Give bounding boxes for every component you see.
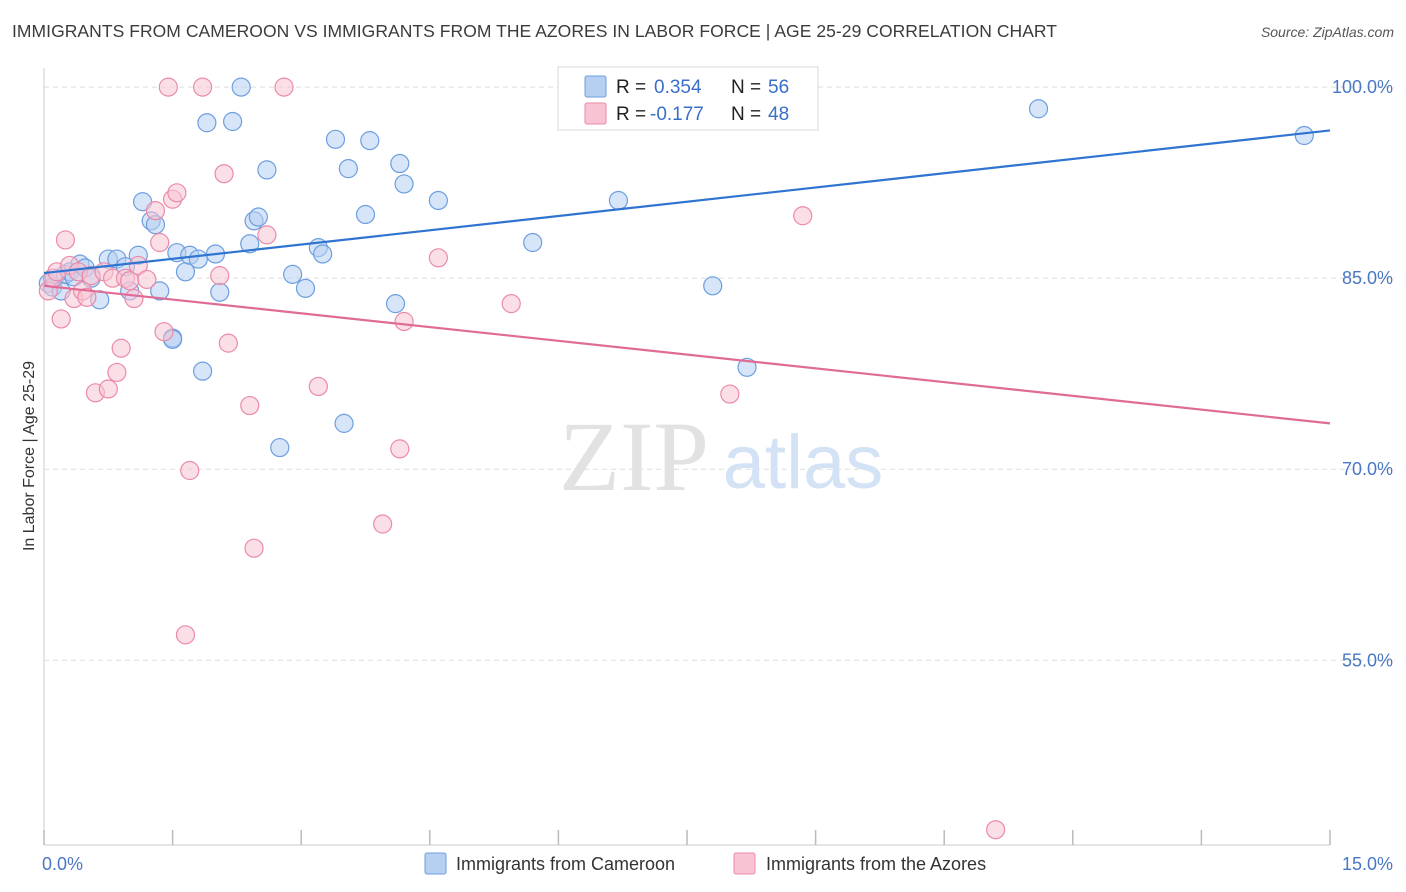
gridlines [44, 86, 1395, 661]
azores-point [77, 287, 97, 307]
cameroon-point [1294, 125, 1314, 146]
cameroon-point [737, 357, 757, 377]
legend-n-label-cameroon: N = [731, 77, 761, 98]
legend-swatch-cameroon [584, 75, 607, 98]
watermark-atlas: atlas [723, 420, 884, 505]
azores-point [175, 625, 196, 645]
cameroon-points [38, 77, 1314, 458]
cameroon-point [394, 174, 414, 194]
azores-point [145, 201, 166, 221]
azores-point [793, 206, 813, 226]
cameroon-point [231, 77, 251, 97]
azores-point [150, 232, 170, 253]
azores-point [244, 538, 264, 558]
cameroon-point [270, 437, 290, 458]
azores-point [158, 77, 178, 97]
azores-point [137, 269, 157, 290]
azores-point [257, 225, 277, 245]
x-tick-label: 0.0% [42, 854, 83, 874]
cameroon-point [355, 204, 376, 225]
azores-point [55, 230, 76, 250]
legend-n-label-azores: N = [731, 104, 761, 125]
legend-r-value-azores: -0.177 [650, 104, 704, 125]
azores-point [210, 266, 230, 286]
bottom-legend-swatch-azores [733, 852, 756, 875]
cameroon-point [150, 281, 170, 301]
cameroon-point [248, 207, 268, 227]
cameroon-point [360, 131, 380, 151]
chart-title: IMMIGRANTS FROM CAMEROON VS IMMIGRANTS F… [12, 21, 1058, 41]
cameroon-point [257, 160, 277, 180]
y-axis-title: In Labor Force | Age 25-29 [21, 361, 38, 551]
bottom-legend-label-azores: Immigrants from the Azores [766, 854, 986, 874]
cameroon-point [325, 129, 346, 149]
cameroon-point [385, 294, 406, 314]
series-legend: Immigrants from Cameroon Immigrants from… [424, 852, 986, 875]
cameroon-point [703, 276, 723, 296]
azores-point [501, 294, 521, 314]
cameroon-point [193, 361, 213, 381]
cameroon-point [313, 244, 333, 264]
azores-point [308, 376, 328, 397]
azores-point [428, 248, 448, 268]
azores-point [111, 338, 131, 358]
cameroon-point [283, 264, 303, 284]
azores-point [390, 439, 410, 459]
azores-point [720, 384, 740, 404]
y-tick-label: 100.0% [1332, 77, 1393, 97]
azores-point [274, 77, 294, 97]
azores-trend-line [43, 284, 1331, 425]
x-ticks [43, 830, 1331, 845]
cameroon-point [1028, 99, 1049, 119]
cameroon-point [338, 159, 358, 179]
azores-point [986, 820, 1006, 840]
azores-point [107, 362, 127, 383]
azores-point [394, 311, 414, 332]
correlation-legend: R = 0.354 N = 56 R = -0.177 N = 48 [557, 66, 819, 131]
cameroon-point [428, 190, 448, 211]
azores-point [218, 333, 238, 353]
cameroon-point [240, 234, 260, 254]
legend-swatch-azores [584, 102, 607, 125]
cameroon-point [390, 153, 410, 174]
legend-n-value-cameroon: 56 [768, 77, 789, 98]
legend-r-label-azores: R = [616, 104, 646, 125]
cameroon-point [188, 249, 208, 269]
x-tick-labels: 0.0% 15.0% [42, 854, 1393, 874]
y-tick-label: 70.0% [1342, 459, 1393, 479]
y-tick-labels: 100.0% 85.0% 70.0% 55.0% [1332, 77, 1393, 670]
azores-point [154, 322, 174, 342]
x-tick-label: 15.0% [1342, 854, 1393, 874]
legend-r-label-cameroon: R = [616, 77, 646, 98]
cameroon-point [295, 278, 316, 298]
azores-point [167, 183, 187, 203]
azores-point [240, 395, 260, 416]
cameroon-point [523, 232, 543, 253]
bottom-legend-swatch-cameroon [424, 852, 447, 875]
legend-n-value-azores: 48 [768, 104, 789, 125]
legend-r-value-cameroon: 0.354 [654, 77, 702, 98]
cameroon-point [210, 282, 230, 302]
y-tick-label: 55.0% [1342, 650, 1393, 670]
trend-lines [43, 129, 1331, 425]
watermark-zip: ZIP [559, 401, 709, 512]
cameroon-point [223, 111, 243, 132]
cameroon-trend-line [43, 129, 1331, 275]
watermark: ZIP atlas [559, 401, 883, 512]
y-tick-label: 85.0% [1342, 268, 1393, 288]
azores-point [124, 288, 144, 309]
azores-point [180, 460, 200, 481]
azores-point [98, 379, 118, 399]
source-credit: Source: ZipAtlas.com [1260, 24, 1394, 40]
cameroon-point [197, 113, 217, 133]
azores-point [193, 77, 213, 97]
azores-point [128, 255, 148, 276]
azores-point [373, 514, 393, 534]
cameroon-point [334, 413, 354, 433]
azores-point [51, 309, 71, 329]
azores-point [214, 164, 234, 184]
cameroon-point [608, 190, 629, 211]
bottom-legend-label-cameroon: Immigrants from Cameroon [456, 854, 675, 874]
